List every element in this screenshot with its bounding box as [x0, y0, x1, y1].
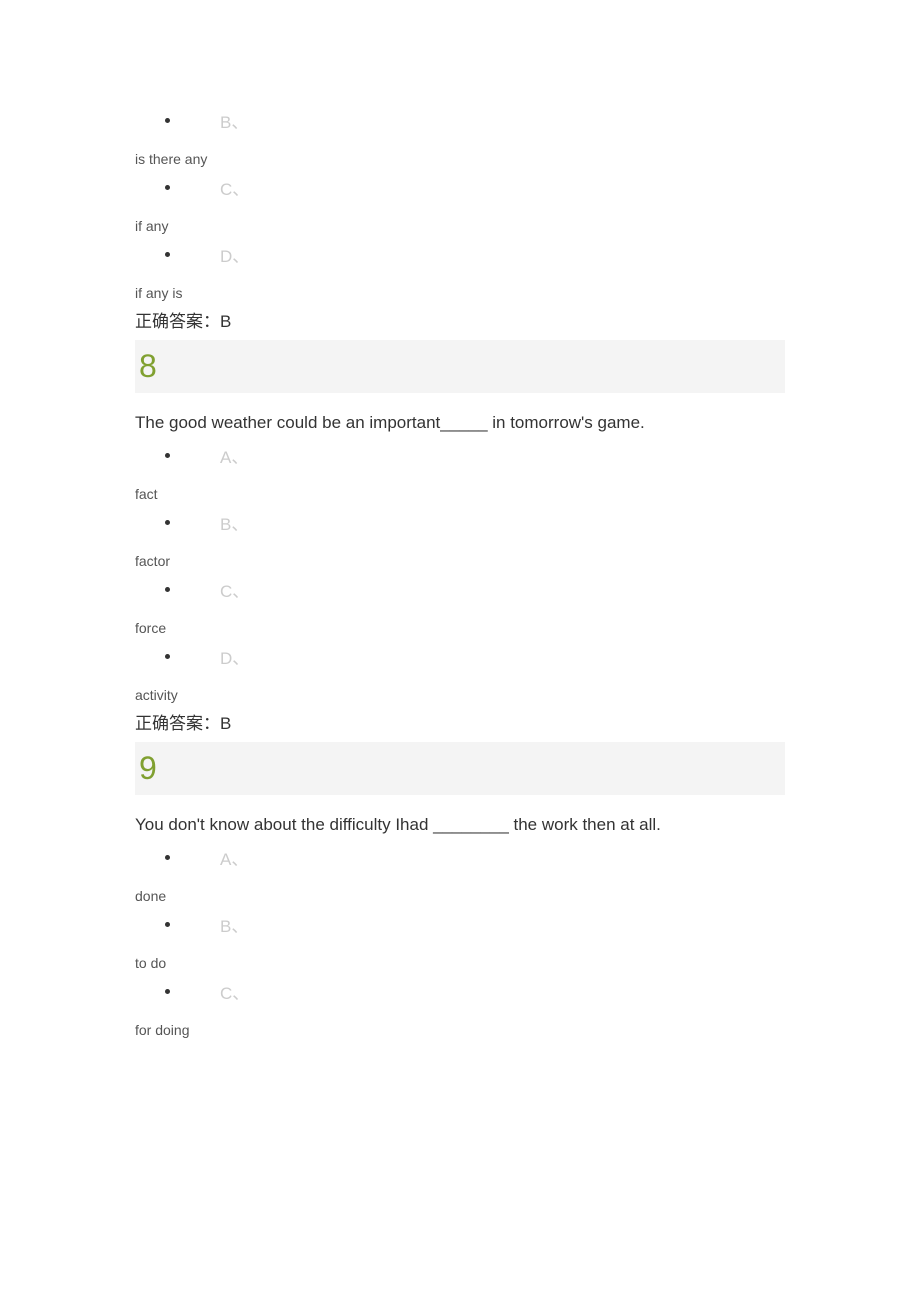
- option-text: if any: [135, 218, 785, 234]
- answer-value: B: [220, 714, 231, 733]
- answer-label: 正确答案：: [135, 312, 220, 331]
- option-row: A、: [135, 845, 785, 870]
- answer-label: 正确答案：: [135, 714, 220, 733]
- option-letter: C、: [220, 577, 249, 602]
- option-text: if any is: [135, 285, 785, 301]
- bullet-icon: [165, 520, 170, 525]
- option-text: force: [135, 620, 785, 636]
- question-7-partial: B、 is there any C、 if any D、 if any is 正…: [135, 108, 785, 332]
- option-row: B、: [135, 108, 785, 133]
- option-text: fact: [135, 486, 785, 502]
- option-row: A、: [135, 443, 785, 468]
- bullet-icon: [165, 922, 170, 927]
- option-letter: A、: [220, 443, 248, 468]
- correct-answer: 正确答案：B: [135, 307, 785, 332]
- option-letter: B、: [220, 108, 248, 133]
- option-row: D、: [135, 242, 785, 267]
- question-text: The good weather could be an important__…: [135, 411, 785, 435]
- option-row: D、: [135, 644, 785, 669]
- option-text: is there any: [135, 151, 785, 167]
- question-9: 9 You don't know about the difficulty Ih…: [135, 742, 785, 1038]
- bullet-icon: [165, 453, 170, 458]
- bullet-icon: [165, 252, 170, 257]
- bullet-icon: [165, 185, 170, 190]
- question-number-bar: 9: [135, 742, 785, 795]
- option-row: B、: [135, 912, 785, 937]
- option-row: B、: [135, 510, 785, 535]
- option-text: activity: [135, 687, 785, 703]
- bullet-icon: [165, 118, 170, 123]
- option-letter: B、: [220, 510, 248, 535]
- option-row: C、: [135, 577, 785, 602]
- option-letter: B、: [220, 912, 248, 937]
- bullet-icon: [165, 989, 170, 994]
- option-row: C、: [135, 979, 785, 1004]
- question-number: 8: [139, 348, 157, 384]
- bullet-icon: [165, 855, 170, 860]
- option-text: done: [135, 888, 785, 904]
- question-number-bar: 8: [135, 340, 785, 393]
- question-8: 8 The good weather could be an important…: [135, 340, 785, 734]
- option-letter: C、: [220, 175, 249, 200]
- answer-value: B: [220, 312, 231, 331]
- option-letter: C、: [220, 979, 249, 1004]
- question-text: You don't know about the difficulty Ihad…: [135, 813, 785, 837]
- question-number: 9: [139, 750, 157, 786]
- option-text: to do: [135, 955, 785, 971]
- option-text: factor: [135, 553, 785, 569]
- option-row: C、: [135, 175, 785, 200]
- option-letter: D、: [220, 644, 249, 669]
- option-letter: D、: [220, 242, 249, 267]
- correct-answer: 正确答案：B: [135, 709, 785, 734]
- bullet-icon: [165, 654, 170, 659]
- bullet-icon: [165, 587, 170, 592]
- option-text: for doing: [135, 1022, 785, 1038]
- option-letter: A、: [220, 845, 248, 870]
